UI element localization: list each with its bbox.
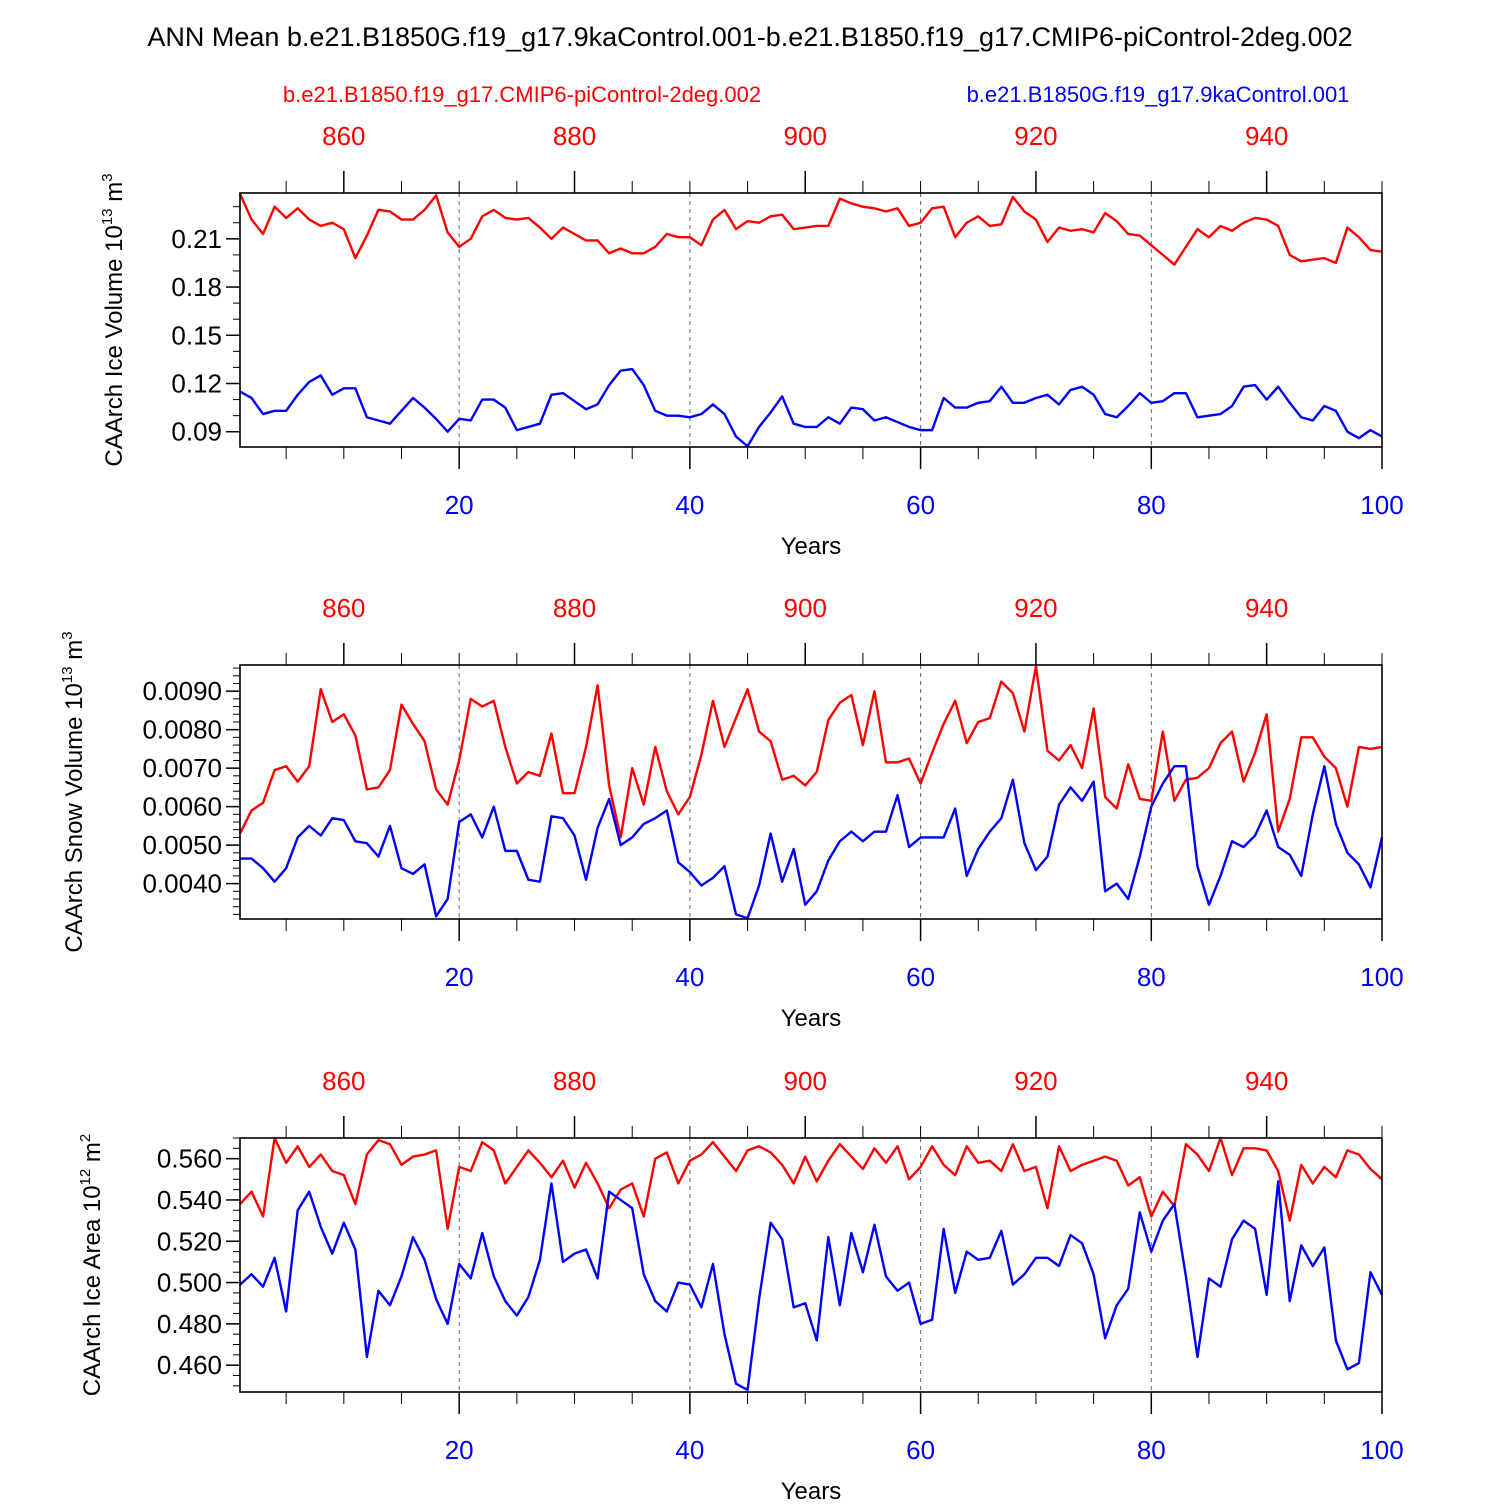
x-tick-label-top: 940 bbox=[1245, 121, 1288, 151]
x-axis-title: Years bbox=[781, 1005, 842, 1032]
x-tick-label-top: 940 bbox=[1245, 1066, 1288, 1096]
x-tick-label-bottom: 40 bbox=[675, 962, 704, 992]
x-tick-label-bottom: 80 bbox=[1137, 1435, 1166, 1465]
x-tick-label-bottom: 60 bbox=[906, 490, 935, 520]
series-line-blue bbox=[239, 367, 1383, 448]
x-tick-label-bottom: 100 bbox=[1360, 962, 1403, 992]
x-tick-label-bottom: 100 bbox=[1360, 1435, 1403, 1465]
y-tick-label: 0.540 bbox=[157, 1185, 222, 1215]
x-tick-label-bottom: 40 bbox=[675, 490, 704, 520]
y-tick-label: 0.12 bbox=[171, 369, 222, 399]
series-line-blue bbox=[239, 1180, 1384, 1392]
y-tick-label: 0.0090 bbox=[142, 676, 222, 706]
x-axis-title: Years bbox=[781, 1478, 842, 1500]
y-tick-label: 0.18 bbox=[171, 272, 222, 302]
y-tick-label: 0.480 bbox=[157, 1309, 222, 1339]
y-tick-label: 0.21 bbox=[171, 224, 222, 254]
series-line-red bbox=[238, 193, 1383, 266]
panels: 0.09 0.12 0.15 0.18 0.21 20 40 60 80 100 860 880 900… bbox=[59, 121, 1404, 1505]
y-axis-title-unit-exponent: 3 bbox=[59, 631, 76, 639]
x-tick-label-top: 860 bbox=[322, 121, 365, 151]
x-tick-label-top: 920 bbox=[1014, 593, 1057, 623]
plot-frame bbox=[239, 1137, 1383, 1393]
x-axis-title: Years bbox=[781, 533, 842, 560]
x-tick-label-top: 860 bbox=[322, 1066, 365, 1096]
x-tick-label-top: 860 bbox=[322, 593, 365, 623]
x-tick-label-top: 900 bbox=[784, 1066, 827, 1096]
y-axis-title-unit-exponent: 3 bbox=[99, 173, 116, 181]
legend-blue-label: b.e21.B1850G.f19_g17.9kaControl.001 bbox=[967, 82, 1350, 107]
y-tick-label: 0.15 bbox=[171, 320, 222, 350]
x-tick-label-top: 880 bbox=[553, 121, 596, 151]
y-tick-label: 0.0050 bbox=[142, 830, 222, 860]
y-tick-label: 0.0070 bbox=[142, 753, 222, 783]
y-axis-title-exponent: 13 bbox=[99, 208, 116, 225]
x-tick-label-bottom: 20 bbox=[445, 1435, 474, 1465]
panel-1: 0.09 0.12 0.15 0.18 0.21 20 40 60 80 100 860 880 900… bbox=[99, 121, 1404, 560]
y-tick-label: 0.0080 bbox=[142, 715, 222, 745]
y-axis-title-exponent: 12 bbox=[77, 1169, 94, 1186]
panel-2: 0.0040 0.0050 0.0060 0.0070 0.0080 0.0090 20 40… bbox=[59, 593, 1404, 1032]
y-axis-title-unit: m bbox=[61, 640, 88, 667]
y-axis-title-unit: m bbox=[79, 1142, 106, 1169]
y-axis-title-exponent: 13 bbox=[59, 666, 76, 683]
x-tick-label-bottom: 20 bbox=[445, 490, 474, 520]
y-tick-label: 0.460 bbox=[157, 1350, 222, 1380]
y-axis-title-text: CAArch Ice Area 10 bbox=[79, 1185, 106, 1396]
x-tick-label-bottom: 80 bbox=[1137, 962, 1166, 992]
x-tick-label-top: 900 bbox=[784, 121, 827, 151]
y-axis-title: CAArch Ice Area 1012 m2 bbox=[77, 1134, 106, 1396]
legend-red-label: b.e21.B1850.f19_g17.CMIP6-piControl-2deg… bbox=[283, 82, 761, 107]
x-tick-label-top: 940 bbox=[1245, 593, 1288, 623]
y-tick-label: 0.520 bbox=[157, 1226, 222, 1256]
x-tick-label-bottom: 100 bbox=[1360, 490, 1403, 520]
series-line-red bbox=[238, 664, 1383, 839]
y-axis-title-unit-exponent: 2 bbox=[77, 1134, 94, 1142]
y-axis-title: CAArch Ice Volume 1013 m3 bbox=[99, 173, 128, 466]
series-line-blue bbox=[240, 765, 1384, 920]
y-tick-label: 0.500 bbox=[157, 1268, 222, 1298]
series-line-red bbox=[239, 1136, 1383, 1231]
y-tick-label: 0.09 bbox=[171, 417, 222, 447]
x-tick-label-top: 920 bbox=[1014, 121, 1057, 151]
x-tick-label-top: 900 bbox=[784, 593, 827, 623]
panel-3: 0.460 0.480 0.500 0.520 0.540 0.560 20 40 60 80 10… bbox=[77, 1066, 1404, 1505]
x-tick-label-bottom: 40 bbox=[675, 1435, 704, 1465]
x-tick-label-top: 920 bbox=[1014, 1066, 1057, 1096]
y-axis-title-unit: m bbox=[101, 182, 128, 209]
x-tick-label-bottom: 20 bbox=[445, 962, 474, 992]
x-tick-label-bottom: 80 bbox=[1137, 490, 1166, 520]
y-axis-title-text: CAArch Snow Volume 10 bbox=[61, 683, 88, 952]
y-tick-label: 0.0040 bbox=[142, 869, 222, 899]
plot-frame bbox=[239, 192, 1383, 448]
y-axis-title: CAArch Snow Volume 1013 m3 bbox=[59, 631, 88, 952]
y-tick-label: 0.560 bbox=[157, 1144, 222, 1174]
x-tick-label-top: 880 bbox=[553, 1066, 596, 1096]
figure-title: ANN Mean b.e21.B1850G.f19_g17.9kaControl… bbox=[147, 22, 1352, 52]
x-tick-label-bottom: 60 bbox=[906, 1435, 935, 1465]
y-axis-title-text: CAArch Ice Volume 10 bbox=[101, 225, 128, 466]
plot-frame bbox=[239, 664, 1383, 920]
y-tick-label: 0.0060 bbox=[142, 792, 222, 822]
x-tick-label-bottom: 60 bbox=[906, 962, 935, 992]
x-tick-label-top: 880 bbox=[553, 593, 596, 623]
